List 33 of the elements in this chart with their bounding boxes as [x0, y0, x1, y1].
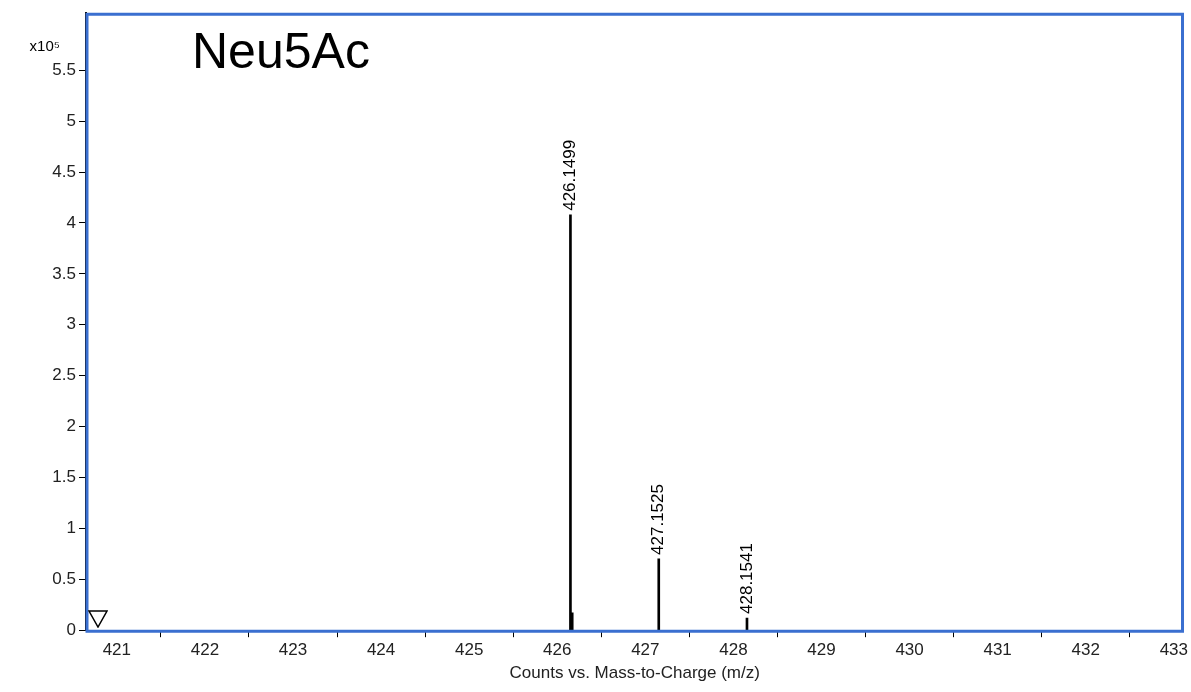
x-tick-label: 421: [102, 640, 132, 660]
y-tick-label: 4: [66, 212, 76, 232]
bar: [657, 558, 661, 631]
annotation: 427.1525: [648, 484, 668, 555]
x-tick-label: 427: [631, 640, 660, 660]
x-tick-label: 429: [807, 640, 836, 660]
y-axis-title: x10⁵: [29, 37, 60, 55]
bar: [569, 214, 572, 631]
y-tick-label: 3: [66, 314, 76, 334]
x-tick-label: 425: [454, 640, 484, 660]
y-tick-label: 1.5: [52, 467, 76, 487]
x-tick-label: 423: [278, 640, 308, 660]
annotation: 428.1541: [736, 543, 756, 614]
y-tick-label: 0: [66, 619, 76, 639]
y-tick-label: 5.5: [52, 59, 76, 79]
x-tick-label: 432: [1071, 640, 1100, 660]
annotation: 426.1499: [560, 139, 580, 211]
x-tick-label: 433: [1159, 640, 1189, 660]
y-tick-label: 1: [66, 518, 76, 538]
x-tick-label: 428: [719, 640, 748, 660]
y-tick-label: 0.5: [52, 568, 76, 588]
x-tick-label: 430: [895, 640, 924, 660]
x-tick-label: 422: [190, 640, 220, 660]
y-tick-label: 3.5: [52, 263, 76, 283]
chart-title: Neu5Ac: [192, 22, 370, 79]
x-tick-label: 431: [983, 640, 1012, 660]
y-tick-label: 2: [66, 416, 76, 436]
y-tick-label: 5: [66, 110, 76, 130]
y-tick-label: 2.5: [52, 365, 76, 385]
y-tick-label: 4.5: [52, 161, 76, 181]
x-tick-label: 424: [366, 640, 396, 660]
x-tick-label: 426: [543, 640, 572, 660]
x-axis-title: Counts vs. Mass-to-Charge (m/z): [509, 663, 760, 683]
